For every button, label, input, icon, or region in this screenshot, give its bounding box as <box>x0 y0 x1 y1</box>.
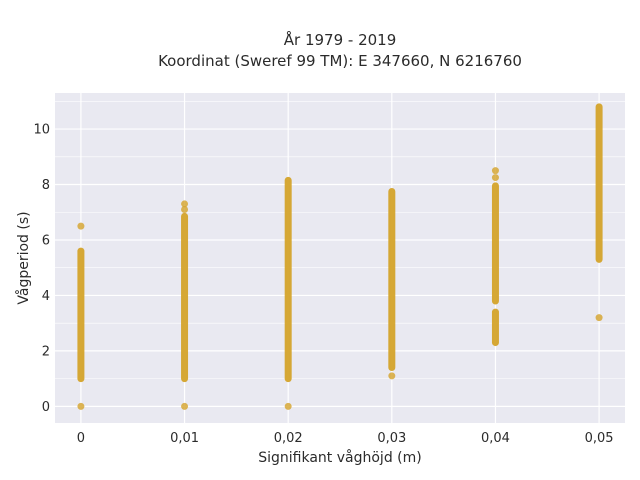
x-axis-ticks: 0 0,01 0,02 0,03 0,04 0,05 <box>77 431 614 446</box>
data-point <box>77 222 85 230</box>
data-point-column <box>181 212 189 383</box>
y-tick-label: 0 <box>42 400 50 415</box>
y-axis-ticks: 0 2 4 6 8 10 <box>33 123 50 415</box>
y-tick-label: 6 <box>42 233 50 248</box>
y-tick-label: 8 <box>42 178 50 193</box>
data-point <box>77 402 85 410</box>
data-point <box>181 200 189 208</box>
chart-title-line-1: År 1979 - 2019 <box>284 30 397 49</box>
data-point <box>284 402 292 410</box>
data-point <box>181 205 189 213</box>
data-point-column <box>77 247 85 383</box>
data-points <box>77 103 603 410</box>
x-tick-label: 0,02 <box>274 431 303 446</box>
data-point-column <box>284 176 292 383</box>
x-tick-label: 0 <box>77 431 85 446</box>
data-point-column <box>491 182 499 305</box>
x-axis-label: Signifikant våghöjd (m) <box>258 449 421 466</box>
data-point <box>388 372 396 380</box>
chart-title-line-2: Koordinat (Sweref 99 TM): E 347660, N 62… <box>158 52 522 70</box>
y-tick-label: 2 <box>42 344 50 359</box>
y-axis-label: Vågperiod (s) <box>15 211 32 304</box>
x-tick-label: 0,04 <box>481 431 510 446</box>
plot-area <box>55 93 625 423</box>
y-tick-label: 4 <box>42 289 50 304</box>
data-point <box>491 174 499 182</box>
data-point <box>491 167 499 175</box>
data-point-column <box>595 103 603 263</box>
x-tick-label: 0,05 <box>585 431 614 446</box>
data-point-column <box>491 308 499 347</box>
y-tick-label: 10 <box>33 123 50 138</box>
data-point <box>181 402 189 410</box>
data-point-column <box>388 187 396 372</box>
x-tick-label: 0,01 <box>170 431 199 446</box>
x-tick-label: 0,03 <box>377 431 406 446</box>
data-point <box>595 314 603 322</box>
